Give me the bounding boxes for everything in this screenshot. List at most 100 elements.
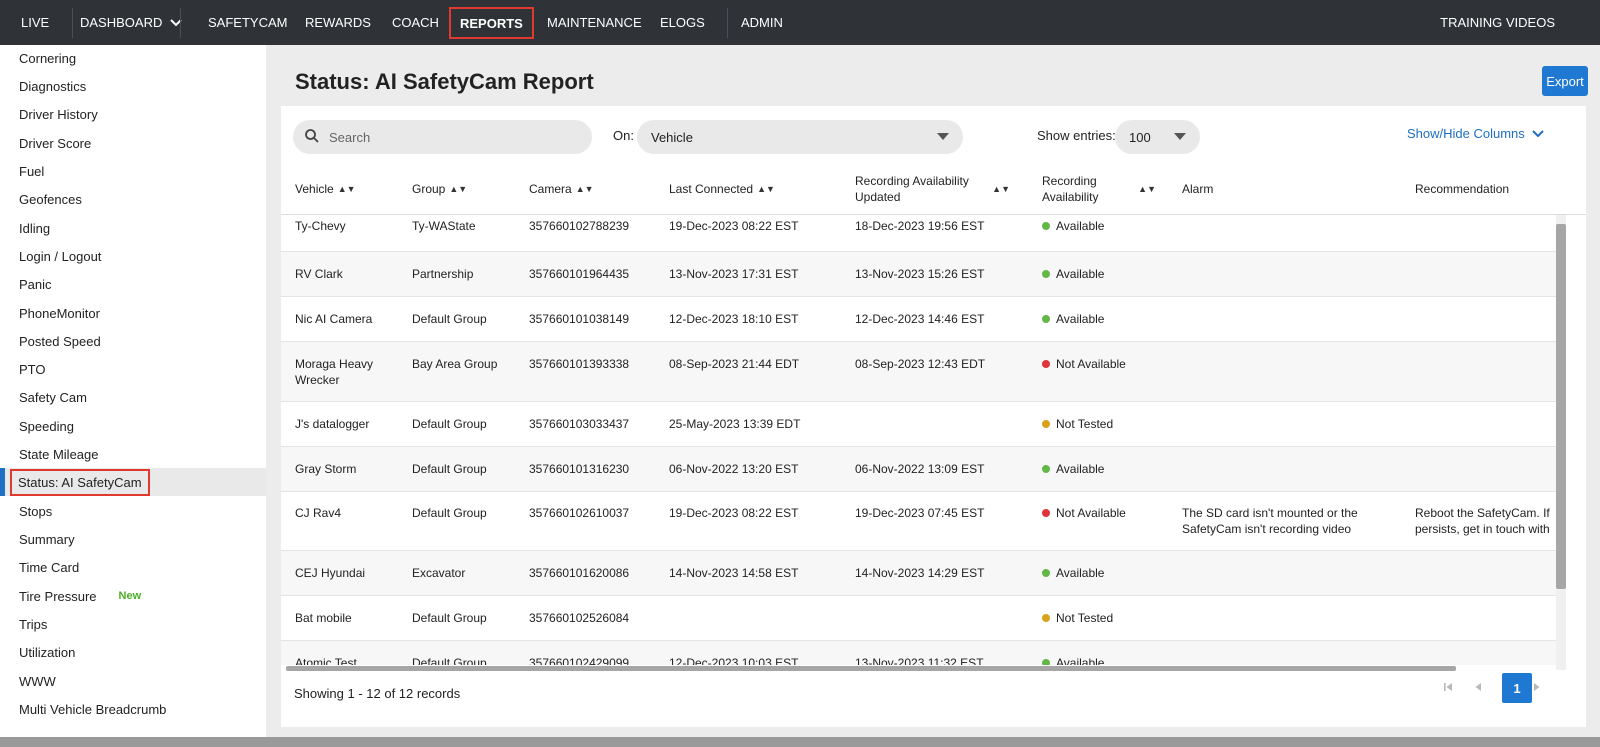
nav-dashboard[interactable]: DASHBOARD xyxy=(80,0,183,45)
table-row[interactable]: CJ Rav4 Default Group 357660102610037 19… xyxy=(281,492,1561,551)
show-hide-columns-label: Show/Hide Columns xyxy=(1407,126,1525,141)
export-button[interactable]: Export xyxy=(1542,66,1588,96)
sidebar-item-safety-cam[interactable]: Safety Cam xyxy=(0,383,266,411)
show-hide-columns-button[interactable]: Show/Hide Columns xyxy=(1407,126,1544,141)
next-page-button[interactable] xyxy=(1525,673,1549,703)
availability-text: Available xyxy=(1056,219,1105,233)
nav-training-videos[interactable]: TRAINING VIDEOS xyxy=(1440,15,1555,30)
column-header-label: Camera xyxy=(529,182,572,196)
search-input[interactable] xyxy=(329,129,569,145)
status-green-icon xyxy=(1042,270,1050,278)
table-row[interactable]: Ty-Chevy Ty-WAState 357660102788239 19-D… xyxy=(281,215,1561,252)
sidebar-item-idling[interactable]: Idling xyxy=(0,214,266,242)
table-row[interactable]: Bat mobile Default Group 357660102526084… xyxy=(281,596,1561,641)
sidebar-item-panic[interactable]: Panic xyxy=(0,270,266,298)
sidebar-item-www[interactable]: WWW xyxy=(0,667,266,695)
recommendation-text: Reboot the SafetyCam. If persists, get i… xyxy=(1415,506,1550,536)
cell-group: Partnership xyxy=(412,267,474,281)
status-amber-icon xyxy=(1042,614,1050,622)
sidebar-item-driver-history[interactable]: Driver History xyxy=(0,100,266,128)
cell-group: Default Group xyxy=(412,611,487,625)
nav-rewards[interactable]: REWARDS xyxy=(305,15,371,30)
sidebar-item-label: PTO xyxy=(19,361,46,377)
sidebar-item-diagnostics[interactable]: Diagnostics xyxy=(0,72,266,100)
cell-last-connected: 14-Nov-2023 14:58 EST xyxy=(669,566,799,580)
nav-reports[interactable]: REPORTS xyxy=(449,7,534,39)
sidebar-item-posted-speed[interactable]: Posted Speed xyxy=(0,327,266,355)
first-page-button[interactable] xyxy=(1436,673,1460,703)
cell-vehicle: Bat mobile xyxy=(295,611,352,625)
column-header-label: Recommendation xyxy=(1415,182,1510,196)
nav-elogs[interactable]: ELOGS xyxy=(660,15,705,30)
status-green-icon xyxy=(1042,569,1050,577)
horizontal-scrollbar[interactable] xyxy=(286,666,1456,671)
vertical-scrollbar-thumb[interactable] xyxy=(1556,224,1566,589)
sidebar-item-tire-pressure[interactable]: Tire Pressure New xyxy=(0,582,266,610)
sidebar-item-label: Multi Vehicle Breadcrumb xyxy=(19,701,167,717)
sidebar-item-driver-score[interactable]: Driver Score xyxy=(0,129,266,157)
cell-vehicle: Ty-Chevy xyxy=(295,219,346,233)
dropdown-arrow-icon xyxy=(1174,133,1186,140)
nav-coach[interactable]: COACH xyxy=(392,15,439,30)
cell-recording-availability: Available xyxy=(1042,218,1104,234)
column-header-vehicle[interactable]: Vehicle ▲▼ xyxy=(295,163,356,215)
column-header-group[interactable]: Group ▲▼ xyxy=(412,163,467,215)
column-header-camera[interactable]: Camera ▲▼ xyxy=(529,163,594,215)
page-1-button[interactable]: 1 xyxy=(1502,673,1532,703)
nav-admin[interactable]: ADMIN xyxy=(741,15,783,30)
sidebar-item-label: Status: AI SafetyCam xyxy=(10,468,150,496)
column-header-alarm[interactable]: Alarm xyxy=(1182,163,1213,215)
column-header-recommendation[interactable]: Recommendation xyxy=(1415,163,1509,215)
cell-camera: 357660101038149 xyxy=(529,312,630,326)
cell-camera: 357660101316230 xyxy=(529,462,630,476)
column-header-recording-availability-updated[interactable]: Recording Availability Updated ▲▼ xyxy=(855,163,1010,215)
table-row[interactable]: CEJ Hyundai Excavator 357660101620086 14… xyxy=(281,551,1561,596)
nav-safetycam[interactable]: SAFETYCAM xyxy=(208,15,288,30)
sidebar-item-time-card[interactable]: Time Card xyxy=(0,553,266,581)
cell-recording-updated: 12-Dec-2023 14:46 EST xyxy=(855,312,985,326)
table-row[interactable]: Gray Storm Default Group 357660101316230… xyxy=(281,447,1561,492)
sidebar-item-label: Login / Logout xyxy=(19,248,102,264)
sidebar-item-status-ai-safetycam[interactable]: Status: AI SafetyCam xyxy=(0,468,266,496)
cell-camera: 357660102788239 xyxy=(529,219,630,233)
sidebar-item-fuel[interactable]: Fuel xyxy=(0,157,266,185)
sidebar-item-utilization[interactable]: Utilization xyxy=(0,638,266,666)
show-entries-select[interactable]: 100 xyxy=(1115,120,1200,154)
column-header-recording-availability[interactable]: Recording Availability ▲▼ xyxy=(1042,163,1156,215)
nav-maintenance[interactable]: MAINTENANCE xyxy=(547,15,642,30)
sidebar-item-pto[interactable]: PTO xyxy=(0,355,266,383)
table-row[interactable]: Atomic Test Default Group 35766010242909… xyxy=(281,641,1561,665)
cell-vehicle: Nic AI Camera xyxy=(295,312,373,326)
cell-recording-availability: Available xyxy=(1042,565,1104,581)
previous-page-button[interactable] xyxy=(1466,673,1490,703)
sidebar-item-state-mileage[interactable]: State Mileage xyxy=(0,440,266,468)
search-box[interactable] xyxy=(293,120,592,154)
table-row[interactable]: RV Clark Partnership 357660101964435 13-… xyxy=(281,252,1561,297)
column-header-last-connected[interactable]: Last Connected ▲▼ xyxy=(669,163,775,215)
sidebar-item-multi-vehicle-breadcrumb[interactable]: Multi Vehicle Breadcrumb xyxy=(0,695,266,723)
availability-text: Not Available xyxy=(1056,506,1126,520)
cell-last-connected: 19-Dec-2023 08:22 EST xyxy=(669,506,799,520)
on-select[interactable]: Vehicle xyxy=(637,120,963,154)
table-row[interactable]: Moraga Heavy Wrecker Bay Area Group 3576… xyxy=(281,342,1561,402)
sidebar-item-phonemonitor[interactable]: PhoneMonitor xyxy=(0,299,266,327)
table-row[interactable]: J's datalogger Default Group 35766010303… xyxy=(281,402,1561,447)
availability-text: Not Tested xyxy=(1056,417,1114,431)
new-badge: New xyxy=(118,590,142,602)
sidebar-item-geofences[interactable]: Geofences xyxy=(0,185,266,213)
table-body: Ty-Chevy Ty-WAState 357660102788239 19-D… xyxy=(281,215,1561,665)
status-red-icon xyxy=(1042,360,1050,368)
sidebar-item-cornering[interactable]: Cornering xyxy=(0,45,266,72)
column-header-label: Alarm xyxy=(1182,182,1214,196)
sidebar-item-speeding[interactable]: Speeding xyxy=(0,412,266,440)
sidebar-item-trips[interactable]: Trips xyxy=(0,610,266,638)
nav-dashboard-label: DASHBOARD xyxy=(80,15,163,30)
nav-live[interactable]: LIVE xyxy=(21,15,50,30)
page-title: Status: AI SafetyCam Report xyxy=(295,69,594,94)
sidebar-item-summary[interactable]: Summary xyxy=(0,525,266,553)
sidebar-item-login-logout[interactable]: Login / Logout xyxy=(0,242,266,270)
sidebar-item-label: State Mileage xyxy=(19,446,99,462)
sidebar-item-stops[interactable]: Stops xyxy=(0,497,266,525)
table-row[interactable]: Nic AI Camera Default Group 357660101038… xyxy=(281,297,1561,342)
cell-alarm: The SD card isn't mounted or the SafetyC… xyxy=(1182,506,1358,536)
